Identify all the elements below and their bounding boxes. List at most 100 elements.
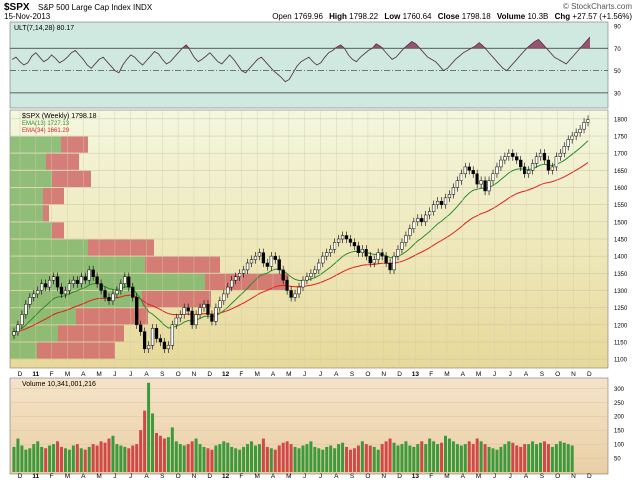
ult-panel (9, 21, 609, 109)
candle-body (305, 276, 309, 281)
volume-bar (127, 448, 131, 472)
x-axis-label-bottom: J (319, 473, 322, 480)
candle-body (178, 314, 182, 319)
volume-tick-label: 150 (614, 429, 625, 435)
x-axis-label: F (50, 371, 54, 378)
volume-bar (463, 444, 467, 472)
candle-body (526, 170, 531, 175)
candle-body (558, 152, 562, 157)
price-tick-label: 1500 (614, 220, 628, 226)
ult-tick-label: 50 (614, 69, 621, 75)
volume-bar (542, 441, 546, 472)
candle-body (293, 293, 297, 298)
candle-body (325, 252, 329, 257)
x-axis-label-bottom: 13 (412, 473, 420, 480)
candle-body (146, 345, 151, 350)
x-axis-label-bottom: O (176, 473, 181, 480)
x-axis-label: M (444, 371, 449, 378)
vbp-down-bar (205, 273, 289, 290)
volume-bar (238, 449, 242, 472)
vbp-down-bar (58, 325, 124, 342)
volume-bar (459, 445, 463, 472)
volume-bar (257, 444, 261, 472)
volume-bar (95, 445, 99, 472)
vbp-down-bar (43, 205, 49, 222)
candle-body (107, 297, 111, 302)
candle-body (439, 200, 444, 205)
x-axis-label: N (571, 371, 576, 378)
volume-bar (119, 445, 123, 472)
x-axis-label: 12 (222, 371, 230, 378)
candle-body (226, 286, 230, 295)
candle-body (443, 197, 448, 205)
x-axis-label: A (144, 371, 149, 378)
candle-body (554, 156, 558, 168)
volume-bar (269, 448, 273, 472)
candle-body (582, 122, 586, 130)
vbp-down-bar (37, 342, 115, 359)
candle-body (194, 314, 198, 326)
vbp-down-bar (46, 153, 79, 170)
volume-bar (20, 445, 24, 472)
candle-body (455, 180, 460, 188)
candle-body (344, 235, 349, 240)
x-axis-label-bottom: A (461, 473, 466, 480)
candle-body (75, 279, 79, 284)
candle-body (388, 262, 392, 271)
price-tick-label: 1150 (614, 340, 628, 346)
candle-body (190, 310, 194, 326)
volume-bar (535, 444, 539, 472)
candle-body (32, 293, 36, 298)
volume-tick-label: 50 (614, 457, 621, 463)
candle-body (447, 194, 452, 199)
volume-bar (499, 446, 503, 472)
candle-body (570, 135, 574, 140)
candle-body (119, 283, 123, 291)
volume-bar (265, 446, 269, 472)
volume-bar (495, 449, 499, 472)
x-axis-label: M (96, 371, 101, 378)
candle-body (71, 279, 76, 284)
x-axis-label: N (381, 371, 386, 378)
candle-body (530, 163, 535, 171)
ult-line (11, 36, 591, 83)
candle-body (237, 273, 242, 278)
volume-bar (75, 444, 79, 472)
vbp-down-bar (76, 308, 148, 325)
candle-body (412, 221, 416, 229)
candle-body (408, 228, 412, 236)
volume-bar (420, 441, 424, 472)
candle-body (321, 255, 325, 264)
candle-body (491, 173, 495, 181)
candle-body (372, 259, 376, 264)
volume-bar (277, 445, 281, 472)
volume-bar (190, 441, 194, 472)
x-axis-label: M (286, 371, 291, 378)
volume-bar (531, 441, 535, 472)
volume-bar (368, 445, 372, 472)
x-axis-label: S (540, 371, 545, 378)
vbp-up-bar (10, 153, 46, 170)
x-axis-label-bottom: 11 (32, 473, 39, 480)
volume-bar (483, 444, 487, 472)
volume-bar (515, 445, 519, 472)
candle-body (63, 290, 68, 295)
ult-title: ULT(7,14,28) 80.17 (14, 25, 74, 32)
volume-bar (166, 437, 170, 472)
volume-bar (111, 435, 115, 472)
x-axis-label: N (192, 371, 197, 378)
x-axis-label: M (65, 371, 70, 378)
price-tick-label: 1200 (614, 323, 628, 329)
price-tick-label: 1100 (614, 358, 628, 364)
candle-body (174, 317, 178, 326)
candle-body (467, 166, 471, 171)
volume-bar (416, 444, 420, 472)
volume-bar (321, 449, 325, 472)
volume-bar (63, 448, 67, 472)
candle-body (158, 338, 163, 343)
volume-bar (519, 446, 523, 472)
volume-bar (558, 441, 562, 472)
volume-bar (261, 438, 265, 472)
candle-body (495, 166, 499, 175)
candle-body (424, 214, 428, 223)
